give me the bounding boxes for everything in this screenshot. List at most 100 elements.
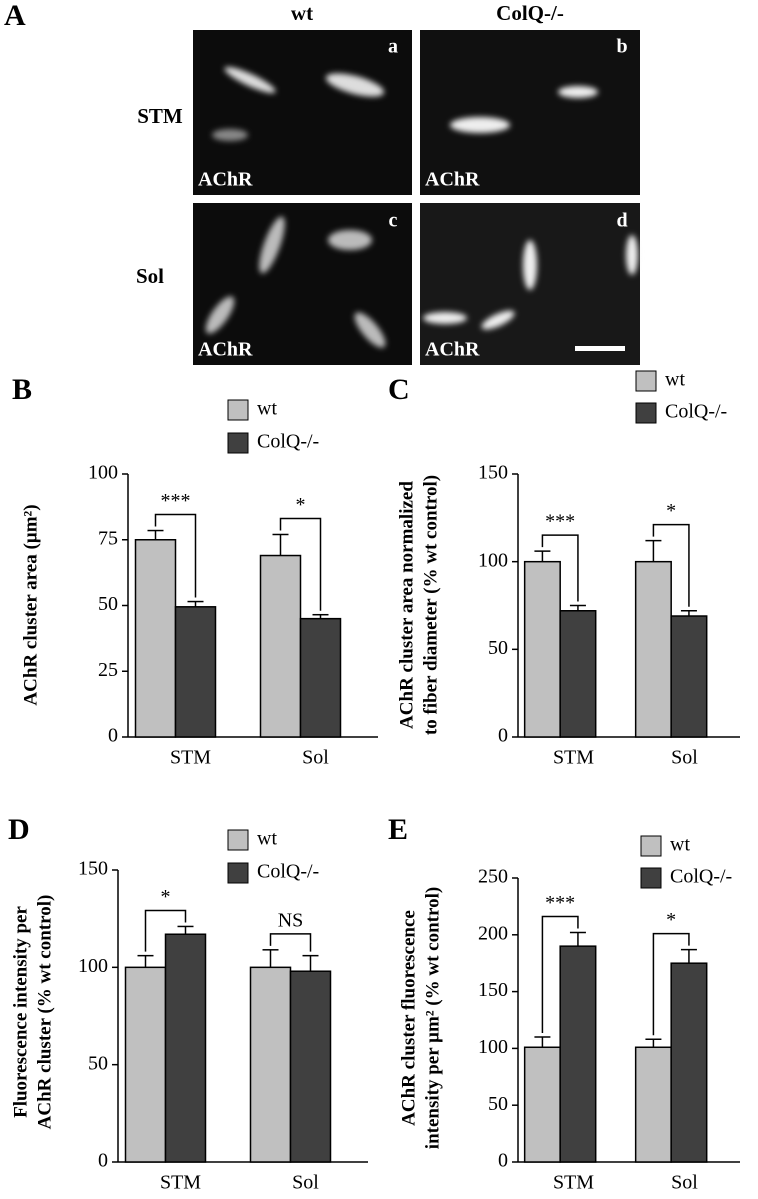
legend-label: wt: [665, 369, 685, 391]
image-letter: c: [389, 210, 398, 232]
y-tick-label: 0: [498, 1150, 508, 1172]
image-letter: b: [616, 36, 627, 58]
x-tick-label: Sol: [671, 747, 698, 769]
bar: [299, 617, 342, 738]
significance-bracket: [154, 513, 197, 598]
y-axis-label: AChR cluster fluorescence: [398, 910, 419, 1126]
y-tick-label: 250: [478, 866, 508, 888]
y-axis-label: AChR cluster area (µm²): [20, 504, 41, 705]
y-tick-label: 200: [478, 922, 508, 944]
significance-bracket: [541, 915, 579, 1034]
row-header: Sol: [136, 264, 164, 288]
y-tick-label: 75: [98, 527, 118, 549]
significance-label: *: [666, 909, 676, 931]
stain-label: AChR: [425, 339, 480, 361]
x-tick-label: Sol: [302, 747, 329, 769]
legend-swatch: [227, 829, 249, 851]
y-tick-label: 50: [98, 593, 118, 615]
micrograph: [420, 203, 640, 365]
significance-bracket: [279, 517, 322, 611]
row-header: STM: [137, 104, 183, 128]
bar: [134, 539, 177, 738]
significance-bracket: [652, 932, 690, 1036]
stain-label: AChR: [198, 339, 253, 361]
legend-swatch: [227, 399, 249, 421]
image-letter: a: [388, 36, 398, 58]
x-tick-label: STM: [170, 747, 211, 769]
legend-swatch: [635, 402, 657, 424]
x-tick-label: STM: [553, 747, 594, 769]
bar: [249, 966, 292, 1163]
legend-swatch: [640, 867, 662, 889]
significance-label: ***: [161, 490, 191, 512]
y-tick-label: 0: [108, 725, 118, 747]
legend-label: ColQ-/-: [665, 401, 727, 423]
y-tick-label: 50: [488, 637, 508, 659]
significance-bracket: [652, 523, 690, 607]
y-axis-label: Fluorescence intensity per: [10, 906, 31, 1118]
significance-bracket: [269, 933, 312, 952]
legend-label: ColQ-/-: [257, 861, 319, 883]
significance-label: *: [161, 886, 171, 908]
significance-label: ***: [545, 892, 575, 914]
significance-label: *: [296, 494, 306, 516]
bar: [259, 554, 302, 738]
bar: [523, 1046, 561, 1163]
y-tick-label: 50: [88, 1052, 108, 1074]
column-header: ColQ-/-: [496, 1, 564, 25]
bar: [559, 945, 597, 1163]
bar: [670, 615, 708, 738]
bar: [174, 606, 217, 738]
significance-bracket: [541, 534, 579, 602]
bar: [634, 560, 672, 738]
legend-swatch: [227, 432, 249, 454]
y-tick-label: 100: [478, 549, 508, 571]
legend-label: wt: [257, 398, 277, 420]
y-tick-label: 150: [478, 462, 508, 484]
y-axis-label: to fiber diameter (% wt control): [420, 475, 441, 735]
legend-swatch: [635, 370, 657, 392]
bar: [670, 962, 708, 1163]
y-axis-label: AChR cluster area normalized: [396, 481, 417, 729]
x-tick-label: STM: [553, 1172, 594, 1194]
y-axis-label: AChR cluster (% wt control): [34, 895, 55, 1130]
panel-label: E: [388, 813, 408, 846]
panel-label: D: [8, 813, 30, 846]
x-tick-label: Sol: [671, 1172, 698, 1194]
legend-swatch: [227, 862, 249, 884]
bar: [523, 560, 561, 738]
y-tick-label: 150: [478, 979, 508, 1001]
stain-label: AChR: [198, 169, 253, 191]
y-tick-label: 50: [488, 1093, 508, 1115]
y-tick-label: 100: [478, 1036, 508, 1058]
image-letter: d: [616, 210, 627, 232]
significance-label: NS: [278, 909, 304, 931]
y-tick-label: 0: [98, 1150, 108, 1172]
bar: [289, 970, 332, 1163]
panel-label: B: [12, 373, 32, 406]
significance-label: *: [666, 500, 676, 522]
legend-swatch: [640, 835, 662, 857]
bar: [164, 933, 207, 1163]
significance-label: ***: [545, 511, 575, 533]
bar: [634, 1046, 672, 1163]
bar: [559, 610, 597, 738]
micrograph: [193, 203, 412, 365]
significance-bracket: [144, 909, 187, 952]
legend-label: ColQ-/-: [670, 866, 732, 888]
legend-label: wt: [670, 834, 690, 856]
panel-label: A: [4, 0, 26, 32]
micrograph: [193, 30, 412, 195]
y-tick-label: 100: [88, 462, 118, 484]
legend-label: wt: [257, 828, 277, 850]
y-axis-label: intensity per µm² (% wt control): [422, 887, 443, 1149]
y-tick-label: 100: [78, 955, 108, 977]
x-tick-label: Sol: [292, 1172, 319, 1194]
micrograph: [420, 30, 640, 195]
y-tick-label: 25: [98, 659, 118, 681]
bar: [124, 966, 167, 1163]
legend-label: ColQ-/-: [257, 431, 319, 453]
x-tick-label: STM: [160, 1172, 201, 1194]
y-tick-label: 150: [78, 858, 108, 880]
